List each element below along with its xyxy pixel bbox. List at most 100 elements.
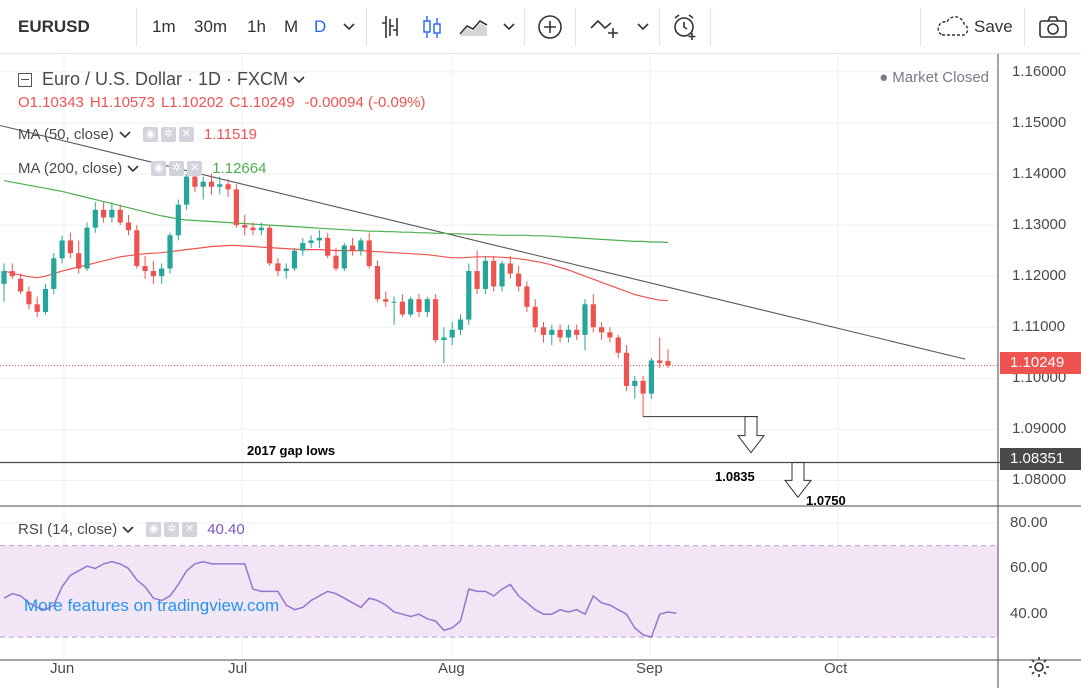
divider [524,8,525,46]
candle-body [391,301,397,303]
candle-body [208,181,215,187]
chevron-down-icon[interactable] [343,0,355,54]
candle-body [516,273,522,287]
candle-body [84,227,90,269]
rsi-tick-label: 80.00 [1010,513,1048,531]
top-toolbar: EURUSD 1m 30m 1h M D Save [0,0,1081,54]
gap-lows-label: 2017 gap lows [247,443,336,458]
symbol-search[interactable]: EURUSD [18,17,90,36]
candle-body [607,332,613,338]
chart-title[interactable]: Euro / U.S. Dollar · 1D · FXCM [42,69,289,89]
ma50-legend[interactable]: MA (50, close) ◉ ✲ ✕ 1.11519 [18,126,257,143]
interval-30m[interactable]: 30m [194,17,228,36]
close-value: C1.10249 [229,94,295,111]
candle-body [150,271,156,277]
candle-body [51,258,57,289]
settings-icon[interactable]: ✲ [164,522,180,537]
candle-body [665,360,671,366]
remove-icon[interactable]: ✕ [187,161,203,176]
settings-icon[interactable]: ✲ [160,127,176,142]
candle-body [565,329,571,338]
candle-body [374,265,381,300]
candle-body [134,230,140,266]
candle-body [499,263,505,287]
divider [366,8,367,46]
remove-icon[interactable]: ✕ [178,127,194,142]
ma200-legend[interactable]: MA (200, close) ◉ ✲ ✕ 1.12664 [18,160,266,177]
symbol-legend: Euro / U.S. Dollar · 1D · FXCM [18,69,306,90]
chevron-down-icon[interactable] [292,75,306,85]
candle-body [167,235,173,269]
rsi-tick-label: 60.00 [1010,559,1048,577]
candle-body [466,271,472,320]
save-button[interactable]: Save [974,17,1013,36]
target2-label: 1.0750 [806,493,846,508]
candle-body [474,271,480,289]
candle-body [350,245,356,251]
cloud-save-icon[interactable] [934,0,972,54]
bar-style-icon[interactable] [380,0,402,54]
chevron-down-icon[interactable] [121,525,135,535]
visibility-icon[interactable]: ◉ [146,522,162,537]
add-indicator-icon[interactable] [537,0,563,54]
settings-icon[interactable]: ✲ [169,161,185,176]
candle-body [76,253,82,269]
visibility-icon[interactable]: ◉ [151,161,167,176]
candle-body [424,299,430,312]
candle-body [457,319,464,330]
divider [659,8,660,46]
candle-body [233,189,239,226]
down-arrow-icon [783,462,813,499]
divider [136,8,137,46]
camera-icon[interactable] [1038,0,1068,54]
interval-month[interactable]: M [284,17,299,36]
candle-body [225,184,231,190]
candle-body [59,240,65,259]
candle-body [574,329,580,335]
interval-day[interactable]: D [314,17,327,36]
candle-body [399,301,405,315]
ohlc-values: O1.10343 H1.10573 L1.10202 C1.10249 -0.0… [18,94,432,111]
open-value: O1.10343 [18,94,84,111]
ma50-label: MA (50, close) [18,126,114,143]
chevron-down-icon[interactable] [637,0,649,54]
watermark[interactable]: More features on tradingview.com [24,596,280,615]
candle-body [532,306,538,328]
candle-body [34,304,40,312]
chevron-down-icon[interactable] [126,164,140,174]
price-tick-label: 1.16000 [1012,62,1067,80]
candle-body [283,268,289,272]
interval-1m[interactable]: 1m [152,17,176,36]
ma200-line [3,180,669,244]
chevron-down-icon[interactable] [118,130,132,140]
visibility-icon[interactable]: ◉ [142,127,158,142]
candle-body [117,209,123,223]
candle-body [549,329,555,335]
candle-body [441,337,447,341]
candle-body [482,260,488,289]
candle-body [408,299,414,315]
price-chart[interactable] [0,54,1081,688]
gear-icon[interactable] [1028,656,1050,683]
down-arrow-icon [736,416,766,454]
rsi-legend[interactable]: RSI (14, close) ◉ ✲ ✕ 40.40 [18,521,245,538]
chevron-down-icon[interactable] [503,0,515,54]
remove-icon[interactable]: ✕ [182,522,198,537]
alert-icon[interactable] [671,0,699,54]
collapse-icon[interactable] [18,72,32,87]
candle-style-icon[interactable] [421,0,443,54]
area-style-icon[interactable] [459,0,489,54]
rsi-tick-label: 40.00 [1010,605,1048,623]
compare-icon[interactable] [589,0,621,54]
ma200-value: 1.12664 [212,160,267,177]
candle-body [632,380,638,386]
time-tick-label: Jun [50,660,75,677]
candle-body [125,222,132,231]
market-status: ● Market Closed [879,69,989,86]
ma200-label: MA (200, close) [18,160,123,177]
candle-body [383,299,389,302]
candle-body [67,240,73,254]
candle-body [192,176,198,187]
price-tick-label: 1.13000 [1012,216,1067,234]
interval-1h[interactable]: 1h [247,17,266,36]
